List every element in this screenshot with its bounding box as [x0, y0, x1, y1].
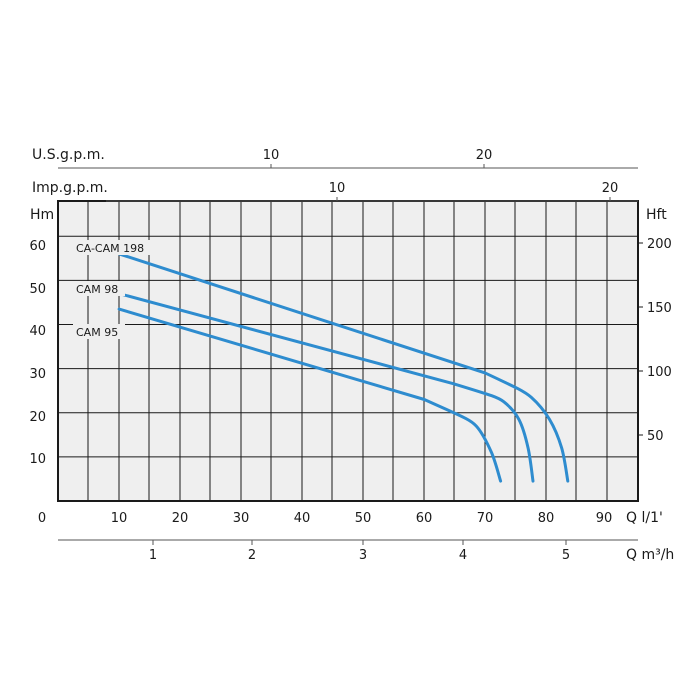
- grid: [58, 201, 638, 501]
- bottom-m3h-tick: 2: [248, 548, 256, 563]
- series-label-bg: [73, 324, 125, 339]
- left-tick: 0: [38, 511, 46, 526]
- bottom-m3h-axis-label: Q m³/h: [626, 547, 674, 563]
- right-tick: 100: [647, 365, 672, 380]
- left-tick: 60: [29, 239, 46, 254]
- left-tick: 40: [29, 324, 46, 339]
- series-label: CA-CAM 198: [76, 242, 144, 255]
- right-tick: 200: [647, 237, 672, 252]
- left-tick: 10: [29, 452, 46, 467]
- impgpm-tick: 10: [329, 181, 346, 196]
- impgpm-tick: 20: [602, 181, 619, 196]
- series-curve: [117, 292, 535, 483]
- bottom-lmin-tick: 80: [538, 511, 555, 526]
- right-tick: 50: [647, 429, 664, 444]
- bottom-m3h-tick: 3: [359, 548, 367, 563]
- series-label-bg: [73, 240, 155, 255]
- right-tick: 150: [647, 301, 672, 316]
- bottom-lmin-axis-label: Q l/1': [626, 510, 663, 526]
- bottom-m3h-tick: 1: [149, 548, 157, 563]
- usgpm-axis-label: U.S.g.p.m.: [32, 147, 105, 163]
- series-label: CAM 98: [76, 283, 118, 296]
- bottom-lmin-tick: 10: [111, 511, 128, 526]
- bottom-lmin-tick: 30: [233, 511, 250, 526]
- bottom-lmin-tick: 50: [355, 511, 372, 526]
- usgpm-tick: 20: [476, 148, 493, 163]
- series-curve: [117, 252, 570, 483]
- bottom-m3h-tick: 5: [562, 548, 570, 563]
- left-tick: 50: [29, 282, 46, 297]
- series-curve: [117, 307, 503, 483]
- bottom-m3h-tick: 4: [459, 548, 467, 563]
- right-axis-label: Hft: [646, 207, 667, 223]
- left-tick: 30: [29, 367, 46, 382]
- bottom-lmin-tick: 20: [172, 511, 189, 526]
- series-label-bg: [73, 281, 125, 296]
- left-axis-label: Hm: [30, 207, 54, 223]
- bottom-lmin-tick: 90: [596, 511, 613, 526]
- impgpm-axis-label: Imp.g.p.m.: [32, 180, 108, 196]
- bottom-lmin-tick: 60: [416, 511, 433, 526]
- bottom-lmin-tick: 70: [477, 511, 494, 526]
- bottom-lmin-tick: 40: [294, 511, 311, 526]
- curves: [117, 252, 570, 483]
- series-label: CAM 95: [76, 326, 118, 339]
- usgpm-tick: 10: [263, 148, 280, 163]
- left-tick: 20: [29, 410, 46, 425]
